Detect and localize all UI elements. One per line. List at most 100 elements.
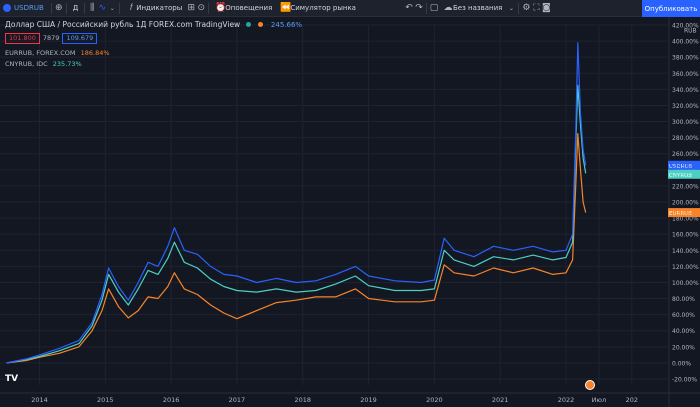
chart-legend: Доллар США / Российский рубль 1Д FOREX.c… bbox=[5, 20, 302, 69]
last-value-symbol: USDRUB bbox=[669, 164, 693, 170]
y-tick-label: 80.00% bbox=[672, 296, 695, 303]
y-tick-label: 320.00% bbox=[672, 103, 699, 110]
currency-label: RUB bbox=[684, 28, 697, 35]
y-tick-label: 280.00% bbox=[672, 135, 699, 142]
toolbar-divider bbox=[65, 2, 67, 14]
y-tick-label: 380.00% bbox=[672, 55, 699, 62]
indicators-button[interactable]: 𝑓 Индикаторы bbox=[122, 0, 186, 17]
compare-series-name: CNYRUB, IDC bbox=[5, 60, 48, 68]
toolbar-divider bbox=[425, 2, 427, 14]
candles-style-icon[interactable]: ⫼ bbox=[90, 2, 95, 13]
compare-series-name: EURRUB, FOREX.COM bbox=[5, 49, 76, 57]
last-value-label: +235.73% bbox=[670, 173, 699, 179]
last-value-tag bbox=[668, 160, 698, 170]
symbol-change: 245.66% bbox=[270, 21, 303, 29]
x-tick-label: 2021 bbox=[492, 396, 509, 404]
templates-icon[interactable]: ⊙ bbox=[197, 2, 206, 13]
x-tick-label: 2016 bbox=[163, 396, 180, 404]
cloud-icon: ☁ bbox=[443, 2, 453, 13]
chevron-down-icon[interactable]: ⌄ bbox=[109, 4, 115, 12]
line-style-icon[interactable]: ∿ bbox=[98, 2, 106, 13]
alerts-label: Оповещения bbox=[225, 4, 273, 12]
y-tick-label: 220.00% bbox=[672, 183, 699, 190]
last-value-label: +186.84% bbox=[670, 211, 699, 217]
compare-series-value: 235.73% bbox=[52, 60, 82, 68]
indicators-label: Индикаторы bbox=[136, 4, 183, 12]
y-tick-label: 340.00% bbox=[672, 87, 699, 94]
y-tick-label: 400.00% bbox=[672, 39, 699, 46]
y-tick-label: 300.00% bbox=[672, 119, 699, 126]
y-tick-label: 60.00% bbox=[672, 312, 695, 319]
layout-name-button[interactable]: ☁ Без названия bbox=[439, 0, 506, 17]
y-tick-label: 100.00% bbox=[672, 280, 699, 287]
y-tick-label: 200.00% bbox=[672, 200, 699, 207]
last-value-symbol: CNYRUB bbox=[669, 173, 692, 179]
x-tick-label: 202 bbox=[626, 396, 638, 404]
y-tick-label: 360.00% bbox=[672, 71, 699, 78]
alarm-clock-icon: ⏰ bbox=[215, 2, 227, 13]
x-tick-label: 2019 bbox=[360, 396, 377, 404]
fullscreen-icon[interactable]: ⛶ bbox=[533, 2, 540, 13]
toolbar-divider bbox=[518, 2, 520, 14]
add-symbol-icon[interactable]: ⊕ bbox=[54, 2, 63, 13]
last-value-tag-extension bbox=[698, 208, 700, 218]
compare-series-value: 186.84% bbox=[80, 49, 110, 57]
sell-price[interactable]: 101.800 bbox=[5, 33, 40, 44]
y-tick-label: 120.00% bbox=[672, 264, 699, 271]
layout-name: Без названия bbox=[452, 4, 503, 12]
layouts-icon[interactable]: ⊞ bbox=[187, 2, 196, 13]
last-value-label: +245.66% bbox=[670, 164, 699, 170]
symbol-search[interactable]: USDRUB bbox=[0, 0, 49, 17]
event-badge-icon[interactable] bbox=[585, 380, 595, 390]
last-value-tag bbox=[668, 208, 698, 218]
symbol-title: Доллар США / Российский рубль 1Д FOREX.c… bbox=[5, 20, 241, 29]
camera-icon[interactable]: ◙ bbox=[542, 2, 551, 13]
y-tick-label: 140.00% bbox=[672, 248, 699, 255]
y-tick-label: 20.00% bbox=[672, 344, 695, 351]
series-line-usdrub[interactable] bbox=[6, 42, 587, 364]
tradingview-logo: TV bbox=[5, 374, 19, 384]
publish-button[interactable]: Опубликовать bbox=[642, 0, 700, 17]
y-tick-label: 180.00% bbox=[672, 216, 699, 223]
y-tick-label: 0.00% bbox=[672, 360, 691, 367]
x-tick-label: Июл bbox=[592, 396, 607, 404]
alerts-button[interactable]: ⏰ Оповещения bbox=[211, 0, 276, 17]
buy-price[interactable]: 109.679 bbox=[62, 33, 98, 44]
x-tick-label: 2022 bbox=[558, 396, 575, 404]
spread-value: 7879 bbox=[42, 34, 60, 42]
x-tick-label: 2017 bbox=[229, 396, 246, 404]
series-line-eurrub[interactable] bbox=[6, 133, 587, 364]
x-tick-label: 2018 bbox=[294, 396, 311, 404]
undo-icon[interactable]: ↶ bbox=[405, 2, 413, 13]
x-tick-label: 2014 bbox=[31, 396, 48, 404]
y-tick-label: 40.00% bbox=[672, 328, 695, 335]
toolbar-divider bbox=[84, 2, 86, 14]
indicators-icon: 𝑓 bbox=[129, 2, 133, 13]
redo-icon[interactable]: ↷ bbox=[415, 2, 423, 13]
y-tick-label: 160.00% bbox=[672, 232, 699, 239]
market-status-icon bbox=[246, 22, 252, 27]
symbol-logo-icon bbox=[3, 4, 11, 12]
toolbar-divider bbox=[119, 2, 121, 14]
series-line-cnyrub[interactable] bbox=[6, 84, 587, 364]
rewind-icon: ⏪ bbox=[280, 2, 292, 13]
y-tick-label: 420.00% bbox=[672, 23, 699, 30]
compare-series-eurrub[interactable]: EURRUB, FOREX.COM 186.84% bbox=[5, 48, 302, 58]
last-value-symbol: EURRUB bbox=[669, 211, 692, 217]
chevron-down-icon[interactable]: ⌄ bbox=[508, 4, 514, 12]
price-boxes: 101.800 7879 109.679 bbox=[5, 33, 302, 44]
toolbar-divider bbox=[208, 2, 210, 14]
replay-label: Симулятор рынка bbox=[290, 4, 356, 12]
x-tick-label: 2015 bbox=[97, 396, 114, 404]
interval-button[interactable]: Д bbox=[72, 4, 79, 12]
layout-select-icon[interactable]: ▢ bbox=[429, 2, 439, 13]
compare-series-cnyrub[interactable]: CNYRUB, IDC 235.73% bbox=[5, 59, 302, 69]
price-chart[interactable]: 420.00% 400.00% 380.00% 360.00% 340.00% 320.0… bbox=[0, 17, 700, 407]
y-tick-label: -20.00% bbox=[672, 377, 697, 384]
last-value-tag-extension bbox=[698, 160, 700, 170]
gear-icon[interactable]: ⚙ bbox=[522, 2, 531, 13]
chart-background bbox=[0, 17, 700, 407]
toolbar-divider bbox=[50, 2, 52, 14]
replay-button[interactable]: ⏪ Симулятор рынка bbox=[276, 0, 360, 17]
y-tick-label: 260.00% bbox=[672, 151, 699, 158]
